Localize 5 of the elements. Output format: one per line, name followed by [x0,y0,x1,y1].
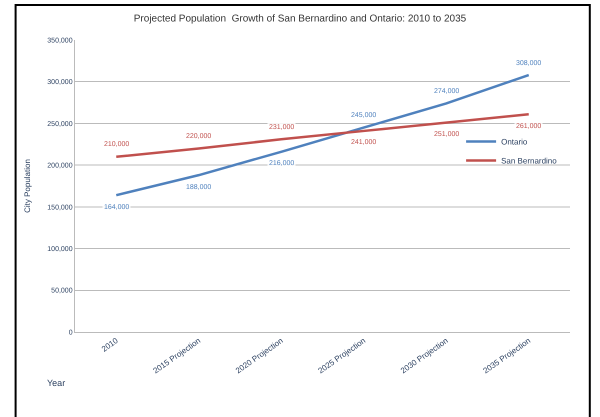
legend-label: San Bernardino [501,156,558,166]
legend-label: Ontario [501,138,528,147]
y-axis-title: City Population [22,159,32,213]
chart-title: Projected Population Growth of San Bernardino and Ontario: 2010 to 2035 [134,14,467,25]
x-axis-title: Year [47,378,66,388]
